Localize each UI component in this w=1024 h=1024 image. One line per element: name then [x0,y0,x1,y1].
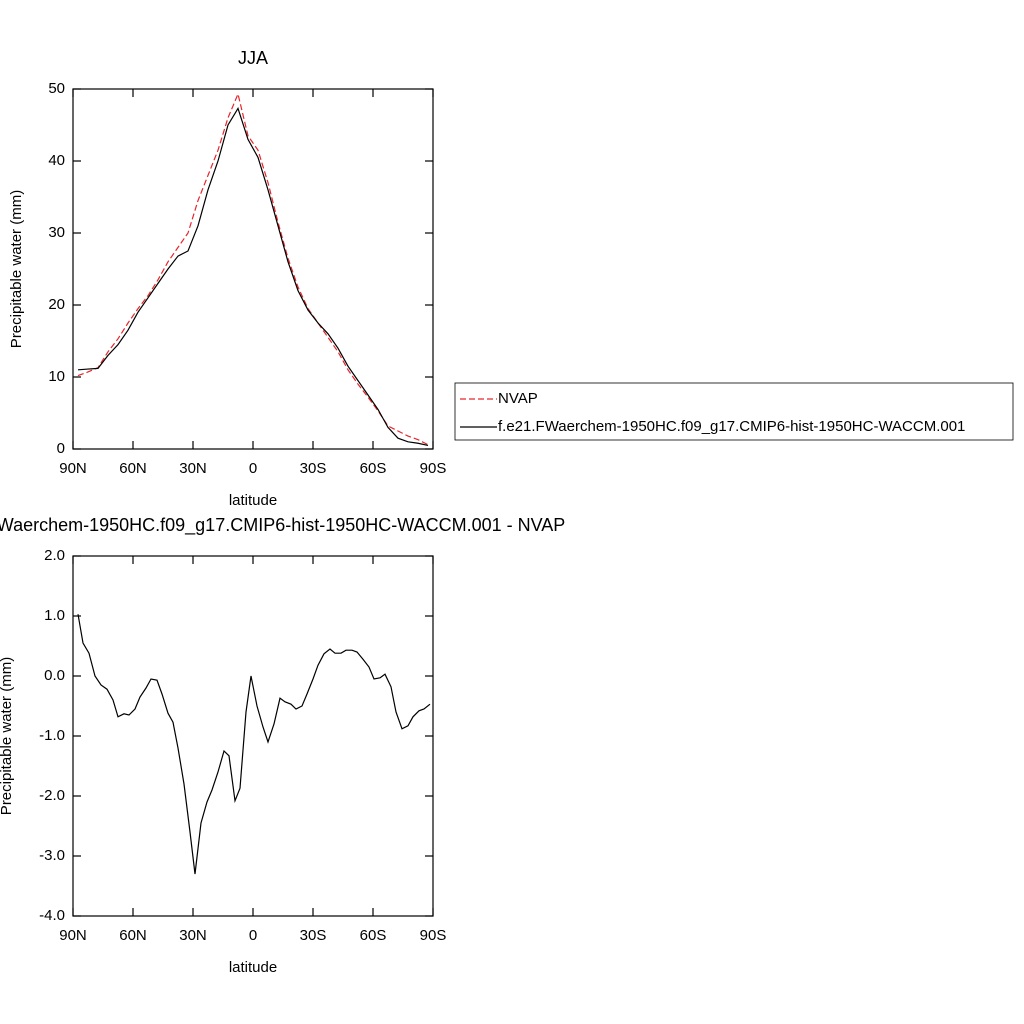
y-tick-label: 0.0 [44,667,65,684]
x-tick-label: 60N [119,460,147,477]
x-tick-label: 60S [360,927,387,944]
y-tick-label: 2.0 [44,547,65,564]
x-tick-label: 30S [300,460,327,477]
y-tick-label: 20 [48,296,65,313]
x-tick-label: 30S [300,927,327,944]
x-axis-label: latitude [229,959,277,976]
x-tick-label: 60N [119,927,147,944]
chart-title: f.e21.FWaerchem-1950HC.f09_g17.CMIP6-his… [0,515,565,536]
x-tick-label: 0 [249,927,257,944]
legend-label: f.e21.FWaerchem-1950HC.f09_g17.CMIP6-his… [498,418,965,435]
y-tick-label: 40 [48,152,65,169]
plot-frame [72,555,434,917]
x-axis-label: latitude [229,492,277,509]
data-line [77,614,431,875]
x-tick-label: 60S [360,460,387,477]
y-tick-label: 1.0 [44,607,65,624]
y-tick-label: 0 [57,440,65,457]
y-tick-label: -4.0 [39,907,65,924]
legend-box [454,382,1014,441]
x-tick-label: 30N [179,927,207,944]
y-axis-label: Precipitable water (mm) [8,190,25,348]
x-tick-label: 0 [249,460,257,477]
y-tick-label: 30 [48,224,65,241]
y-tick-label: -3.0 [39,847,65,864]
y-axis-label: Precipitable water (mm) [0,657,15,815]
data-line [77,107,429,446]
data-line [77,92,429,446]
y-tick-label: 10 [48,368,65,385]
x-tick-label: 90N [59,460,87,477]
x-tick-label: 30N [179,460,207,477]
chart-title: JJA [238,48,268,68]
y-tick-label: 50 [48,80,65,97]
y-tick-label: -1.0 [39,727,65,744]
x-tick-label: 90N [59,927,87,944]
y-tick-label: -2.0 [39,787,65,804]
legend-label: NVAP [498,390,538,407]
x-tick-label: 90S [420,927,447,944]
x-tick-label: 90S [420,460,447,477]
